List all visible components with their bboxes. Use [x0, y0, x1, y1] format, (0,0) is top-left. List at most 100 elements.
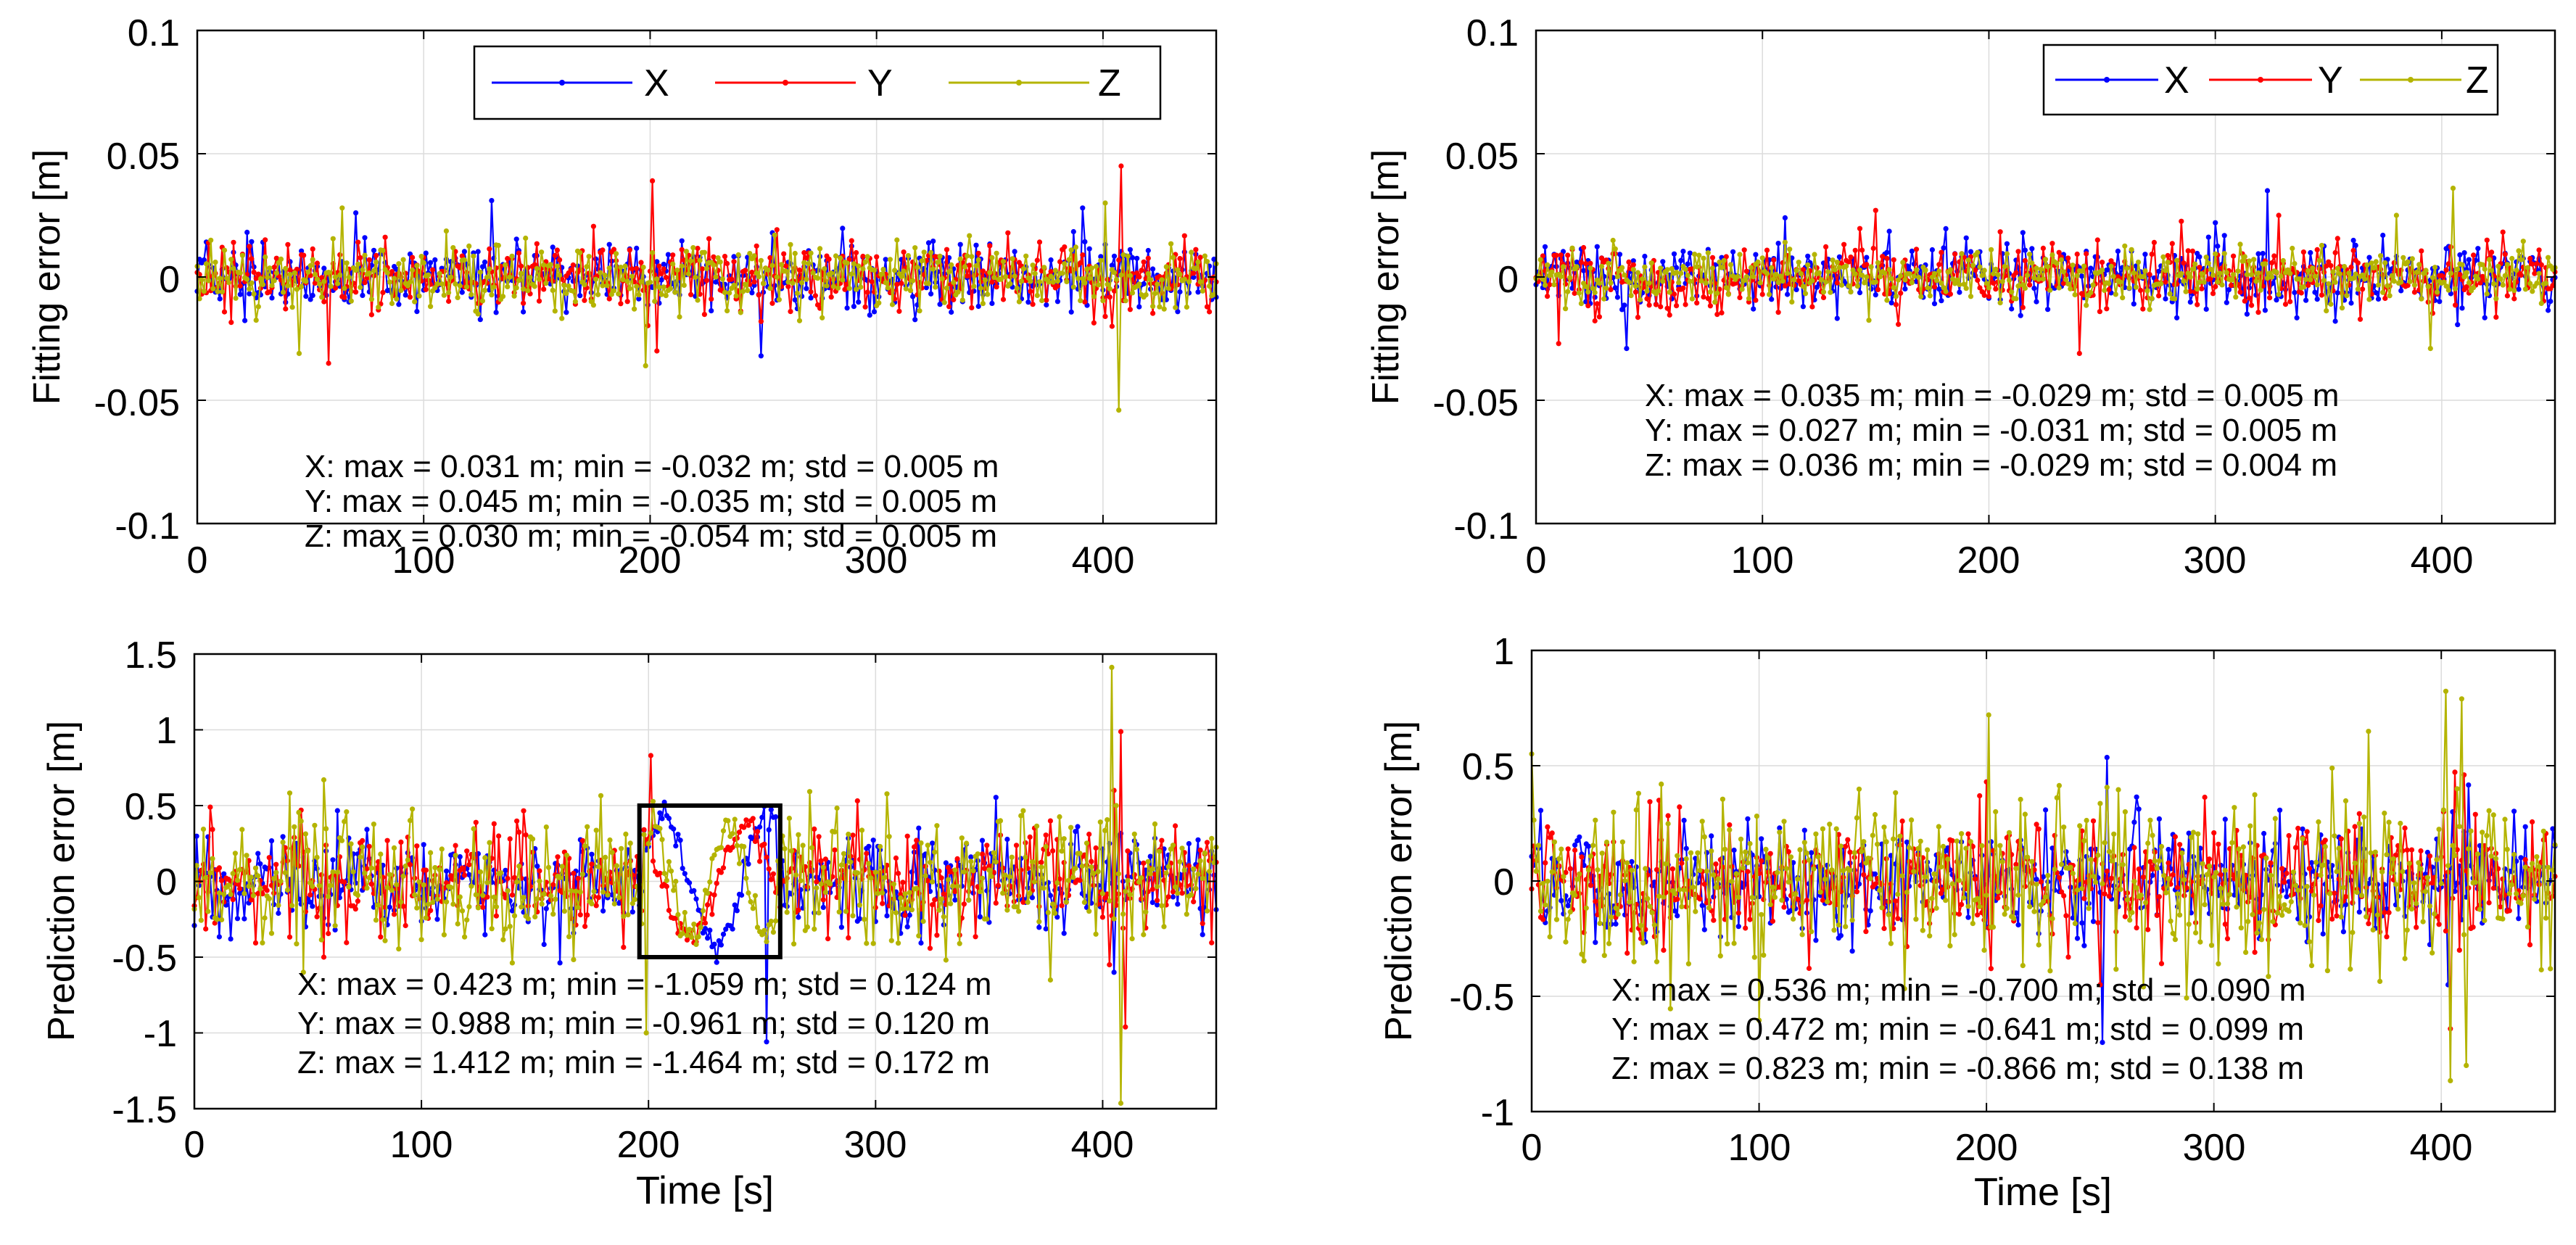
data-point-x	[1004, 836, 1010, 843]
data-point-y	[355, 239, 361, 245]
data-point-y	[577, 912, 583, 918]
data-point-z	[703, 265, 710, 271]
data-point-y	[459, 253, 465, 259]
data-point-y	[1572, 847, 1578, 853]
data-point-y	[326, 930, 331, 937]
data-point-z	[1723, 285, 1729, 291]
data-point-z	[690, 245, 696, 251]
data-point-x	[666, 816, 672, 822]
data-point-z	[1687, 278, 1693, 284]
data-point-y	[2314, 247, 2320, 252]
data-point-z	[552, 308, 558, 314]
data-point-x	[2292, 289, 2298, 296]
data-point-z	[1030, 262, 1036, 268]
data-point-z	[1054, 278, 1060, 284]
data-point-y	[1800, 267, 1806, 273]
data-point-z	[1047, 977, 1053, 983]
data-point-z	[344, 260, 350, 266]
data-point-z	[457, 894, 463, 900]
data-point-x	[2104, 755, 2110, 761]
data-point-x	[2353, 242, 2358, 248]
data-point-y	[627, 247, 632, 253]
data-point-y	[2319, 292, 2324, 298]
data-point-x	[687, 880, 693, 886]
data-point-z	[541, 891, 547, 897]
data-point-z	[2210, 272, 2216, 278]
data-point-y	[1857, 226, 1863, 231]
data-point-z	[2126, 285, 2132, 291]
data-point-z	[964, 840, 970, 846]
data-point-x	[1939, 298, 1944, 304]
data-point-z	[2022, 285, 2028, 291]
data-point-y	[2084, 251, 2089, 257]
data-point-y	[570, 262, 576, 268]
data-point-y	[430, 267, 436, 273]
data-point-z	[1170, 843, 1176, 848]
data-point-y	[1949, 837, 1955, 844]
data-point-z	[2475, 276, 2481, 282]
data-point-z	[226, 280, 232, 286]
data-point-z	[516, 278, 522, 284]
data-point-y	[487, 246, 492, 252]
data-point-z	[2065, 281, 2071, 287]
data-point-z	[1197, 858, 1203, 864]
data-point-z	[358, 854, 363, 860]
data-point-z	[428, 304, 434, 310]
data-point-z	[269, 283, 275, 289]
data-point-z	[1161, 306, 1167, 312]
y-tick-label: 0.05	[107, 136, 180, 178]
data-point-z	[2038, 266, 2044, 272]
y-tick-label: -0.05	[94, 382, 180, 424]
data-point-z	[221, 247, 228, 253]
data-point-y	[1193, 247, 1199, 252]
data-point-z	[747, 251, 753, 257]
data-point-x	[423, 250, 429, 256]
data-point-z	[1963, 286, 1969, 291]
data-point-z	[860, 266, 866, 272]
data-point-z	[1578, 301, 1584, 307]
data-point-y	[459, 865, 466, 871]
data-point-x	[739, 892, 745, 898]
data-point-z	[2310, 265, 2316, 271]
data-point-z	[1177, 271, 1183, 277]
data-point-z	[1907, 271, 1912, 277]
data-point-y	[1741, 247, 1747, 253]
data-point-z	[468, 883, 474, 889]
data-point-y	[2181, 260, 2187, 266]
data-point-z	[1913, 267, 1920, 273]
data-point-z	[507, 924, 513, 930]
data-point-z	[761, 281, 767, 286]
data-point-z	[1184, 911, 1189, 917]
data-point-x	[364, 827, 370, 832]
data-point-y	[2350, 247, 2356, 254]
data-point-z	[1039, 864, 1044, 870]
data-point-y	[423, 286, 429, 292]
data-point-z	[889, 302, 896, 307]
data-point-z	[543, 281, 549, 286]
data-point-y	[382, 234, 388, 240]
data-point-z	[663, 293, 669, 299]
data-point-z	[2264, 276, 2271, 281]
data-point-z	[312, 822, 318, 828]
data-point-x	[910, 294, 916, 299]
data-point-y	[666, 907, 672, 914]
data-point-z	[1123, 888, 1128, 894]
data-point-z	[1179, 845, 1185, 851]
data-point-y	[893, 855, 899, 861]
data-point-x	[2300, 826, 2305, 832]
data-point-y	[1588, 260, 1593, 266]
data-point-y	[1972, 876, 1978, 882]
data-point-z	[525, 288, 531, 294]
data-point-y	[1913, 247, 1920, 252]
data-point-z	[200, 827, 207, 832]
data-point-z	[207, 870, 213, 876]
data-point-z	[228, 257, 234, 262]
data-point-x	[1709, 833, 1714, 839]
data-point-y	[1701, 294, 1706, 300]
data-point-x	[1888, 300, 1894, 306]
data-point-z	[1995, 272, 2001, 278]
data-point-z	[1635, 270, 1641, 276]
data-point-z	[640, 265, 646, 270]
data-point-z	[1898, 273, 1904, 279]
data-point-z	[900, 906, 906, 911]
